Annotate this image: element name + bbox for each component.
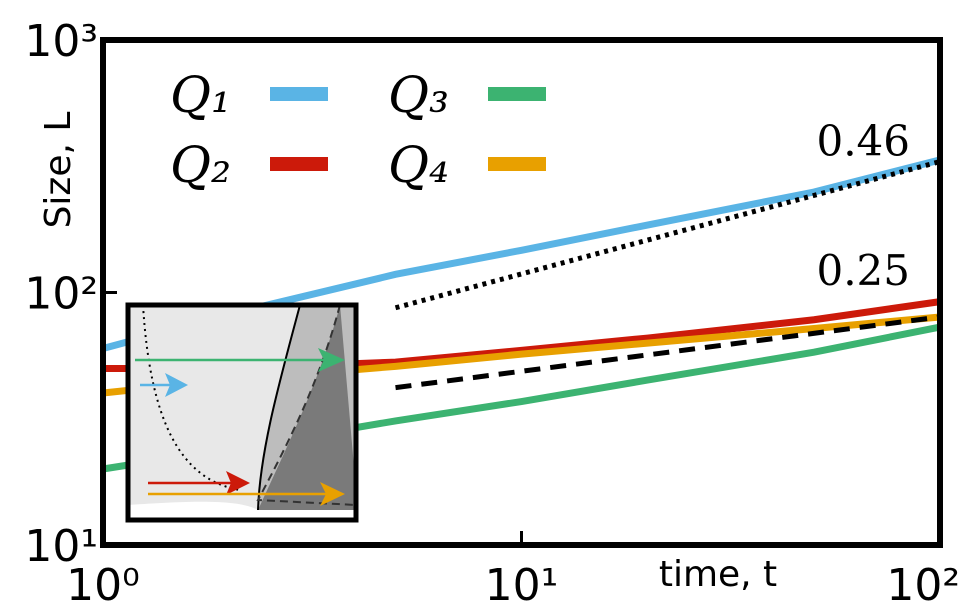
y-axis-label: Size, L xyxy=(38,112,79,229)
inset-arrows xyxy=(135,348,345,506)
plot-frame xyxy=(100,37,943,548)
x-tick-label: 10² xyxy=(886,560,960,609)
reference-line xyxy=(395,314,941,391)
legend-label: Q₁ xyxy=(170,66,231,124)
inset xyxy=(125,302,359,523)
x-tick-label: 10¹ xyxy=(485,560,559,609)
plot-area: 0.46 0.25 Q₁ Q₂ Q₃ Q₄ xyxy=(101,38,942,547)
y-tick-label: 10² xyxy=(24,269,98,320)
legend-label: Q₄ xyxy=(388,136,449,194)
legend-label: Q₂ xyxy=(170,136,231,194)
reference-line xyxy=(394,159,941,311)
inset-frame xyxy=(125,302,359,523)
reference-label: 0.46 xyxy=(816,117,910,166)
x-tick-label: 10⁰ xyxy=(66,560,140,609)
y-tick-label: 10¹ xyxy=(24,521,98,572)
inset-curve xyxy=(256,304,357,506)
legend-label: Q₃ xyxy=(388,66,449,124)
y-tick-label: 10³ xyxy=(24,16,98,67)
x-axis-label: time, t xyxy=(659,554,777,595)
reference-label: 0.25 xyxy=(816,246,910,295)
inset-curve xyxy=(257,304,301,511)
inset-region xyxy=(128,501,356,520)
